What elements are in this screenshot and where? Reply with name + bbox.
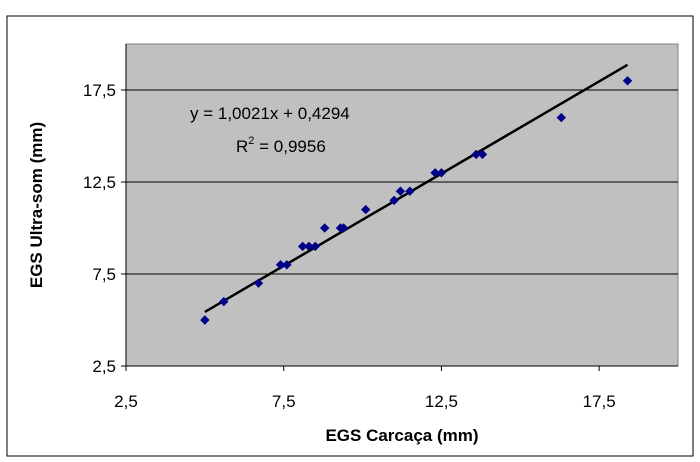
y-tick-labels: 2,5 7,5 12,5 17,5 (83, 81, 126, 376)
data-point (200, 315, 210, 325)
data-point (622, 76, 633, 86)
r-squared-label: R2 = 0,9956 (236, 135, 326, 156)
data-point (405, 186, 415, 196)
y-tick-label: 2,5 (92, 357, 116, 376)
data-point (430, 168, 440, 178)
data-point (436, 168, 447, 178)
data-point (310, 241, 320, 252)
trendline-group (204, 63, 629, 313)
y-tick-label: 12,5 (83, 173, 116, 192)
r-squared-prefix: R (236, 137, 248, 156)
data-point (361, 204, 371, 215)
data-point (219, 296, 229, 307)
data-point (253, 278, 264, 288)
data-point (297, 241, 308, 252)
trendline (204, 63, 629, 313)
x-tick-label: 2,5 (114, 392, 138, 411)
data-points (200, 76, 633, 325)
data-point (389, 195, 399, 206)
x-tick-label: 17,5 (583, 392, 616, 411)
data-point (471, 149, 481, 160)
axes (125, 44, 678, 367)
data-point (556, 112, 566, 123)
x-tick-label: 7,5 (272, 392, 296, 411)
data-point (282, 260, 292, 270)
data-point (477, 149, 488, 160)
data-point (338, 223, 349, 233)
y-tick-label: 17,5 (83, 81, 116, 100)
x-tick-label: 12,5 (425, 392, 458, 411)
data-point (395, 186, 406, 196)
r-squared-value: = 0,9956 (254, 137, 325, 156)
x-axis-title: EGS Carcaça (mm) (325, 426, 478, 445)
x-tick-labels: 2,5 7,5 12,5 17,5 (114, 366, 616, 411)
data-point (304, 241, 314, 252)
data-point (275, 260, 286, 270)
r-squared-exponent: 2 (248, 135, 254, 147)
data-point (320, 223, 330, 233)
y-axis-title: EGS Ultra-som (mm) (27, 122, 46, 288)
regression-equation: y = 1,0021x + 0,4294 (190, 104, 350, 123)
y-tick-label: 7,5 (92, 265, 116, 284)
plot-area (125, 43, 679, 367)
